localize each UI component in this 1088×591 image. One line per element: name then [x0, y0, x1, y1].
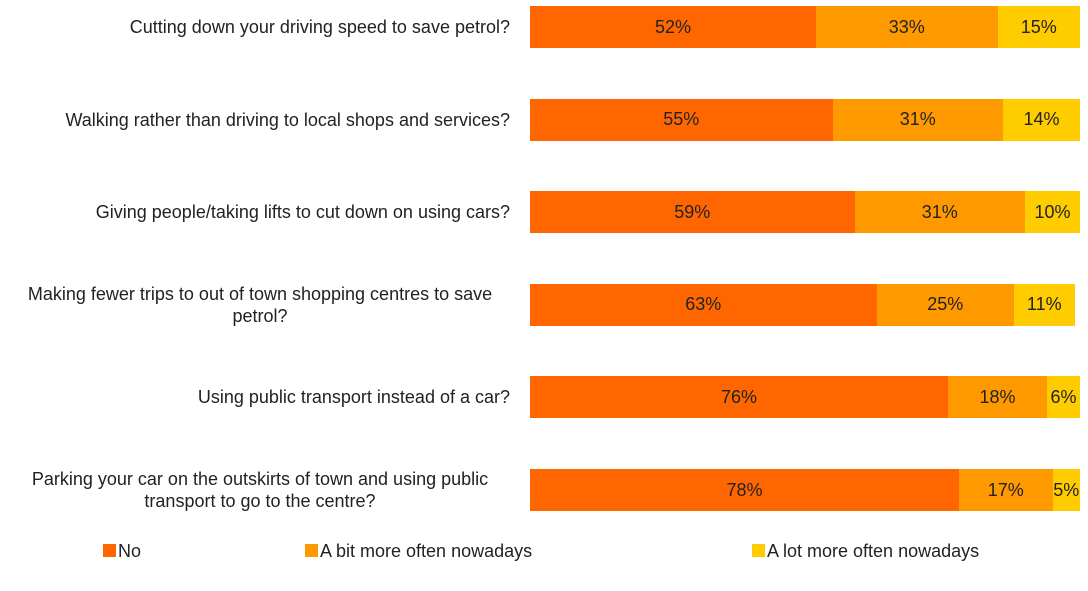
- bar-segment: 52%: [530, 6, 816, 48]
- bar-segment: 6%: [1047, 376, 1080, 419]
- category-text: Making fewer trips to out of town shoppi…: [27, 283, 493, 326]
- bar-segment: 15%: [997, 6, 1080, 48]
- category-label: Cutting down your driving speed to save …: [10, 0, 510, 57]
- legend-swatch: [305, 544, 318, 557]
- bar-segment: 5%: [1052, 469, 1080, 511]
- category-text: Using public transport instead of a car?: [197, 387, 510, 408]
- bar-segment: 11%: [1014, 283, 1075, 326]
- category-label: Parking your car on the outskirts of tow…: [10, 460, 510, 520]
- bar-segment: 55%: [530, 98, 833, 141]
- bar-segment: 59%: [530, 191, 855, 234]
- category-label: Giving people/taking lifts to cut down o…: [10, 182, 510, 242]
- bar-segment: 14%: [1003, 98, 1080, 141]
- legend-label: A lot more often nowadays: [767, 541, 980, 561]
- category-text: Walking rather than driving to local sho…: [65, 109, 510, 130]
- category-text: Cutting down your driving speed to save …: [129, 17, 510, 37]
- bar-segment: 25%: [876, 283, 1014, 326]
- bar-segment: 31%: [854, 191, 1025, 234]
- bar-segment: 63%: [530, 283, 877, 326]
- bar-segment: 33%: [816, 6, 998, 48]
- legend-label: No: [118, 541, 142, 561]
- legend-swatch: [103, 544, 116, 557]
- legend-label: A bit more often nowadays: [320, 541, 533, 561]
- bar-segment: 10%: [1025, 191, 1080, 234]
- category-label: Using public transport instead of a car?: [10, 367, 510, 427]
- category-text: Parking your car on the outskirts of tow…: [31, 469, 489, 511]
- category-label: Making fewer trips to out of town shoppi…: [10, 275, 510, 335]
- legend-swatch: [752, 544, 765, 557]
- bar-segment: 76%: [530, 376, 948, 419]
- bar-segment: 18%: [948, 376, 1047, 419]
- bar-segment: 78%: [530, 469, 959, 511]
- category-label: Walking rather than driving to local sho…: [10, 90, 510, 150]
- bar-segment: 31%: [832, 98, 1003, 141]
- bar-segment: 17%: [959, 469, 1053, 511]
- category-text: Giving people/taking lifts to cut down o…: [95, 202, 510, 223]
